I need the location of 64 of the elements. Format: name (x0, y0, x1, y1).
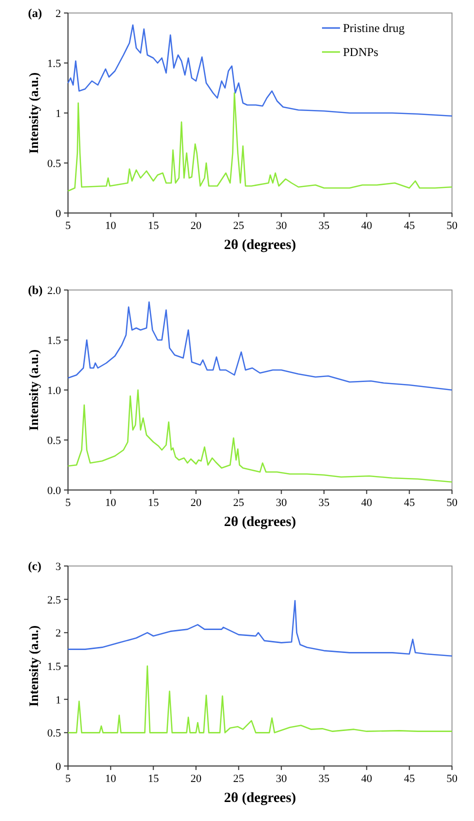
x-tick-label: 15 (148, 773, 160, 785)
y-tick-label: 2 (56, 8, 61, 20)
legend-label: PDNPs (343, 45, 379, 59)
x-tick-label: 50 (446, 220, 458, 232)
x-tick-label: 20 (190, 497, 202, 509)
y-tick-label: 1.5 (47, 335, 62, 347)
x-tick-label: 30 (276, 497, 288, 509)
y-axis-title: Intensity (a.u.) (26, 349, 41, 431)
x-tick-label: 40 (361, 220, 373, 232)
x-tick-label: 40 (361, 773, 373, 785)
y-tick-label: 0.5 (47, 728, 62, 740)
x-tick-label: 5 (65, 773, 72, 785)
line-series (67, 301, 453, 391)
chart-title: (a) (28, 6, 42, 20)
chart-title: (c) (28, 559, 42, 573)
y-axis-title: Intensity (a.u.) (26, 625, 41, 707)
x-tick-label: 10 (105, 220, 117, 232)
x-tick-label: 35 (318, 773, 330, 785)
x-tick-label: 15 (148, 220, 160, 232)
line-series (67, 389, 453, 483)
x-tick-label: 10 (105, 497, 117, 509)
y-tick-label: 0 (56, 761, 62, 773)
x-tick-label: 50 (446, 773, 458, 785)
x-axis-title: 2θ (degrees) (224, 515, 296, 530)
chart-title: (b) (28, 283, 43, 297)
x-tick-label: 20 (190, 220, 202, 232)
x-axis-title: 2θ (degrees) (224, 791, 296, 806)
x-tick-label: 25 (233, 497, 245, 509)
x-tick-label: 25 (233, 773, 245, 785)
x-tick-label: 15 (148, 497, 160, 509)
x-tick-label: 35 (318, 497, 330, 509)
y-tick-label: 2 (56, 628, 61, 640)
y-tick-label: 1.5 (47, 58, 62, 70)
y-tick-label: 0 (56, 208, 62, 220)
y-tick-label: 0.0 (47, 485, 62, 497)
line-series (67, 665, 453, 734)
y-tick-label: 2.5 (47, 594, 62, 606)
line-series (67, 24, 453, 117)
y-tick-label: 3 (56, 561, 62, 573)
x-tick-label: 20 (190, 773, 202, 785)
x-tick-label: 35 (318, 220, 330, 232)
x-tick-label: 45 (404, 497, 416, 509)
y-tick-label: 1.5 (47, 661, 62, 673)
x-tick-label: 45 (404, 220, 416, 232)
y-tick-label: 1 (56, 108, 61, 120)
line-series (67, 92, 453, 192)
x-tick-label: 45 (404, 773, 416, 785)
y-tick-label: 2.0 (47, 285, 62, 297)
y-tick-label: 1.0 (47, 385, 62, 397)
x-tick-label: 40 (361, 497, 373, 509)
y-axis-title: Intensity (a.u.) (26, 72, 41, 154)
x-tick-label: 5 (65, 497, 72, 509)
legend-label: Pristine drug (343, 21, 405, 35)
x-tick-label: 30 (276, 773, 288, 785)
x-tick-label: 10 (105, 773, 117, 785)
x-axis-title: 2θ (degrees) (224, 238, 296, 253)
x-tick-label: 50 (446, 497, 458, 509)
x-tick-label: 5 (65, 220, 72, 232)
y-tick-label: 1 (56, 694, 61, 706)
y-tick-label: 0.5 (47, 158, 62, 170)
line-series (67, 600, 453, 657)
x-tick-label: 30 (276, 220, 288, 232)
x-tick-label: 25 (233, 220, 245, 232)
y-tick-label: 0.5 (47, 435, 62, 447)
